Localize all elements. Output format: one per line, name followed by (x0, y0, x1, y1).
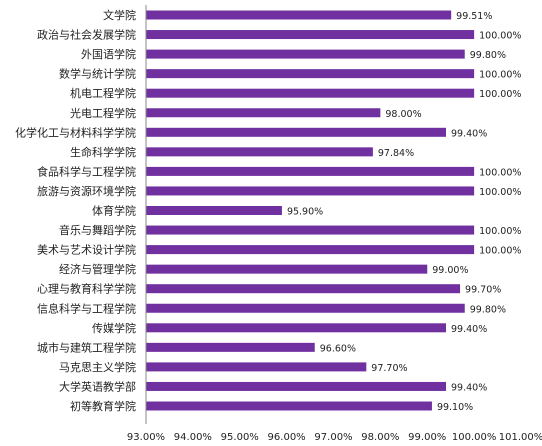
data-label: 95.90% (287, 207, 323, 218)
bar (146, 30, 475, 40)
category-label: 旅游与资源环境学院 (37, 184, 136, 198)
bar (146, 323, 446, 333)
data-label: 99.70% (465, 285, 501, 296)
bar (146, 284, 461, 294)
x-tick-label: 95.00% (221, 432, 259, 443)
category-label: 传媒学院 (92, 321, 136, 335)
category-label: 食品科学与工程学院 (37, 164, 136, 178)
bar (146, 186, 475, 196)
category-label: 美术与艺术设计学院 (37, 243, 136, 257)
data-label: 97.70% (371, 363, 407, 374)
category-label: 音乐与舞蹈学院 (59, 223, 136, 237)
data-label: 100.00% (479, 226, 521, 237)
data-label: 100.00% (479, 246, 521, 257)
x-tick-label: 100.00% (452, 432, 497, 443)
bar (146, 303, 465, 313)
data-label: 99.10% (437, 402, 473, 413)
category-label: 机电工程学院 (70, 86, 136, 100)
bar (146, 264, 428, 274)
bar (146, 49, 465, 59)
bar (146, 88, 475, 98)
category-label: 化学化工与材料科学学院 (15, 125, 136, 139)
bar (146, 245, 475, 255)
data-label: 100.00% (479, 167, 521, 178)
data-label: 99.40% (451, 382, 487, 393)
x-tick-label: 97.00% (314, 432, 352, 443)
x-tick-label: 96.00% (268, 432, 306, 443)
bar (146, 108, 381, 118)
value-labels: 99.51% 100.00% 99.80% 100.00% 100.00% 98.00% 9… (287, 11, 521, 413)
data-label: 98.00% (385, 109, 421, 120)
bar (146, 166, 475, 176)
data-label: 100.00% (479, 89, 521, 100)
category-labels: 文学院政治与社会发展学院外国语学院数学与统计学院机电工程学院光电工程学院化学化工… (15, 8, 136, 413)
bar (146, 147, 373, 157)
bar (146, 225, 475, 235)
bar (146, 127, 446, 137)
bar (146, 381, 446, 391)
category-label: 信息科学与工程学院 (37, 301, 136, 315)
category-label: 生命科学学院 (70, 145, 136, 159)
bar (146, 362, 367, 372)
category-label: 经济与管理学院 (59, 262, 136, 276)
data-label: 99.40% (451, 324, 487, 335)
category-label: 政治与社会发展学院 (37, 28, 136, 42)
data-label: 100.00% (479, 70, 521, 81)
data-label: 99.80% (470, 304, 506, 315)
bar (146, 69, 475, 79)
x-tick-label: 94.00% (174, 432, 212, 443)
data-label: 96.60% (320, 343, 356, 354)
data-label: 99.00% (432, 265, 468, 276)
category-label: 光电工程学院 (70, 106, 136, 120)
data-label: 100.00% (479, 187, 521, 198)
bar (146, 10, 452, 20)
category-label: 城市与建筑工程学院 (37, 340, 136, 354)
bar (146, 206, 282, 215)
x-tick-label: 99.00% (408, 432, 446, 443)
category-label: 大学英语教学部 (59, 379, 136, 393)
category-label: 初等教育学院 (70, 399, 136, 413)
category-label: 马克思主义学院 (59, 360, 136, 374)
bars-group (146, 10, 475, 411)
category-label: 外国语学院 (81, 47, 136, 61)
data-label: 97.84% (378, 148, 414, 159)
category-label: 文学院 (103, 8, 136, 22)
category-label: 数学与统计学院 (59, 67, 136, 81)
category-label: 心理与教育科学学院 (37, 282, 136, 296)
x-tick-label: 93.00% (127, 432, 165, 443)
x-axis-ticks: 93.00% 94.00% 95.00% 96.00% 97.00% 98.00% 99.0… (127, 432, 542, 443)
bar (146, 342, 315, 352)
data-label: 99.40% (451, 128, 487, 139)
data-label: 100.00% (479, 31, 521, 42)
x-tick-label: 101.00% (499, 432, 542, 443)
category-label: 体育学院 (92, 204, 136, 218)
x-tick-label: 98.00% (361, 432, 399, 443)
data-label: 99.51% (456, 11, 492, 22)
bar (146, 401, 432, 411)
data-label: 99.80% (470, 50, 506, 61)
